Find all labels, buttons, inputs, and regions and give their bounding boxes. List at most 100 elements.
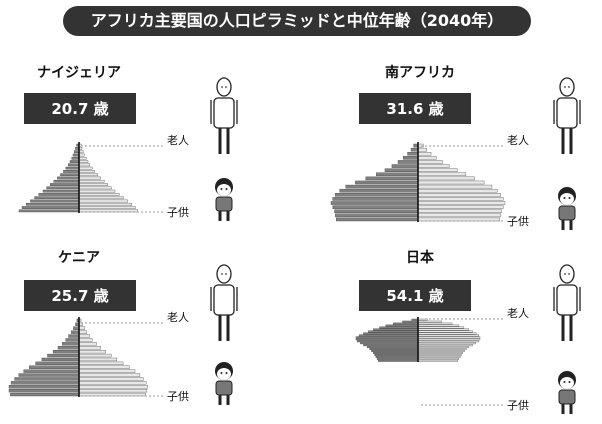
male-bar — [8, 389, 80, 393]
male-bar — [47, 353, 80, 358]
male-bar — [375, 355, 419, 358]
male-bar — [30, 199, 80, 203]
female-bar — [417, 332, 477, 335]
elderly-label: 老人 — [167, 311, 189, 324]
female-bar — [78, 170, 95, 173]
female-bar — [417, 164, 450, 168]
female-bar — [78, 189, 116, 193]
elderly-label: 老人 — [507, 307, 529, 320]
male-bar — [8, 385, 80, 389]
male-bar — [371, 350, 419, 352]
male-bar — [330, 201, 419, 205]
male-bar — [376, 357, 419, 360]
female-bar — [417, 350, 465, 352]
female-bar — [417, 201, 506, 205]
male-bar — [71, 156, 80, 160]
male-bar — [345, 184, 419, 189]
female-bar — [78, 166, 93, 170]
female-bar — [417, 336, 481, 339]
male-bar — [363, 332, 419, 335]
elderly-person-icon — [553, 77, 581, 154]
female-bar — [78, 330, 87, 334]
median-age-box — [359, 93, 471, 124]
female-bar — [78, 153, 85, 157]
female-bar — [417, 147, 427, 152]
female-bar — [417, 330, 473, 333]
female-bar — [417, 340, 479, 343]
female-bar — [78, 338, 93, 342]
female-bar — [78, 389, 148, 393]
median-age-box — [24, 280, 136, 311]
female-bar — [78, 193, 120, 196]
male-bar — [368, 330, 419, 333]
male-bar — [339, 188, 419, 193]
male-bar — [57, 176, 80, 180]
male-bar — [336, 217, 419, 222]
female-bar — [78, 199, 128, 203]
male-bar — [393, 322, 419, 325]
female-bar — [78, 176, 101, 180]
male-bar — [374, 353, 419, 356]
male-bar — [68, 334, 80, 338]
female-bar — [78, 381, 147, 385]
male-bar — [384, 168, 419, 172]
male-bar — [46, 186, 80, 190]
male-bar — [357, 340, 419, 343]
male-bar — [373, 328, 419, 331]
male-bar — [376, 172, 419, 177]
female-bar — [417, 352, 463, 354]
male-bar — [65, 166, 80, 170]
male-bar — [14, 377, 80, 381]
male-bar — [379, 326, 419, 329]
child-icon — [558, 187, 576, 230]
female-bar — [78, 186, 112, 190]
elderly-person-icon — [210, 77, 238, 154]
female-bar — [78, 346, 101, 350]
male-bar — [18, 373, 80, 377]
children-label: 子供 — [507, 398, 529, 412]
male-bar — [23, 369, 80, 373]
male-bar — [403, 156, 419, 160]
male-bar — [391, 164, 419, 168]
male-bar — [18, 209, 80, 213]
male-bar — [52, 350, 80, 354]
female-bar — [417, 346, 470, 349]
country-label: 日本 — [406, 249, 435, 266]
female-bar — [78, 206, 136, 209]
male-bar — [355, 336, 419, 339]
female-bar — [417, 205, 504, 209]
female-bar — [78, 156, 87, 160]
female-bar — [417, 160, 443, 164]
female-bar — [417, 168, 458, 172]
country-label: ナイジェリア — [37, 65, 121, 81]
female-bar — [417, 338, 481, 341]
female-bar — [78, 353, 112, 358]
male-bar — [335, 193, 419, 197]
female-bar — [417, 348, 467, 351]
female-bar — [417, 156, 437, 160]
male-bar — [373, 352, 419, 354]
female-bar — [78, 160, 89, 163]
female-bar — [417, 355, 461, 358]
elderly-label: 老人 — [167, 134, 189, 147]
male-bar — [63, 170, 80, 173]
female-bar — [417, 324, 460, 327]
female-bar — [417, 328, 470, 331]
male-bar — [332, 205, 419, 209]
country-label: ケニア — [58, 250, 100, 266]
female-bar — [417, 209, 502, 213]
elderly-person-icon — [553, 264, 581, 341]
elderly-person-icon — [210, 264, 238, 341]
female-bar — [417, 184, 493, 189]
male-bar — [335, 213, 419, 218]
female-bar — [78, 173, 98, 177]
child-icon — [215, 362, 233, 405]
median-age-label: 20.7 歳 — [51, 100, 108, 118]
female-bar — [78, 326, 85, 330]
male-bar — [363, 344, 419, 347]
male-bar — [65, 338, 80, 342]
